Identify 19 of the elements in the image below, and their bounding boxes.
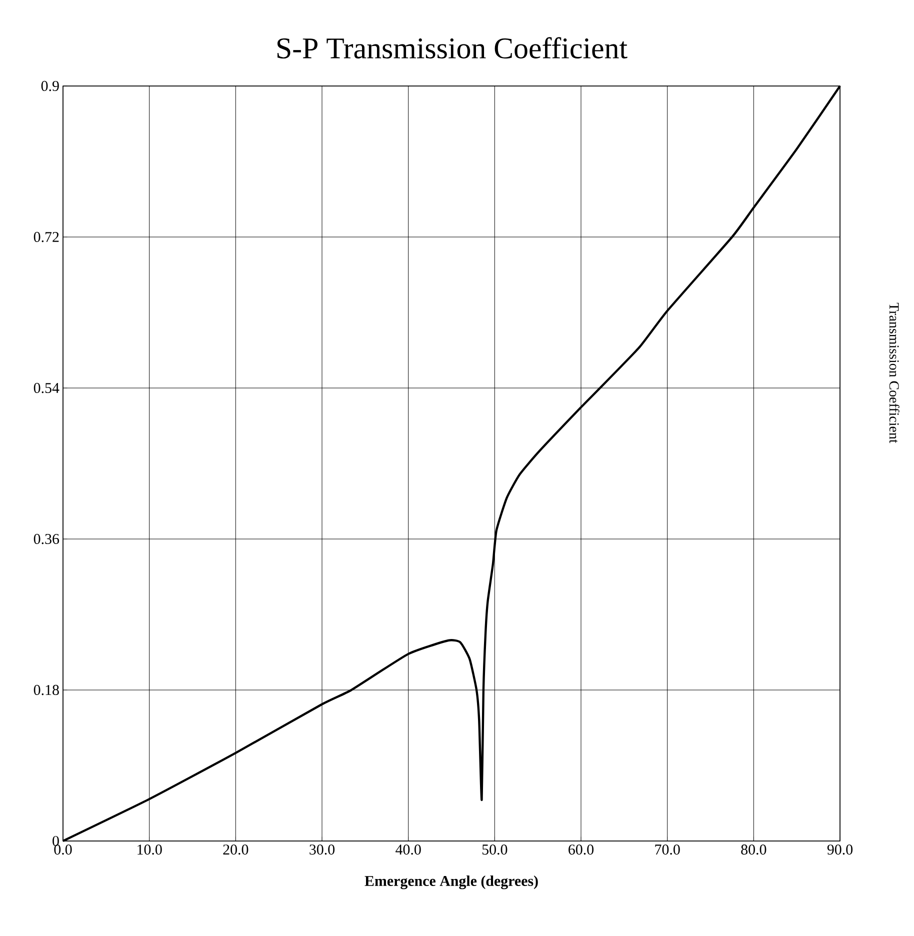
x-tick-label: 10.0 xyxy=(138,844,162,855)
x-tick-label: 20.0 xyxy=(223,844,248,855)
y-tick-label: 0.54 xyxy=(34,382,60,394)
chart-title: S-P Transmission Coefficient xyxy=(277,37,628,59)
x-tick-label: 30.0 xyxy=(310,844,335,855)
x-tick-label: 0.0 xyxy=(54,844,72,855)
x-tick-label: 40.0 xyxy=(396,844,421,855)
x-axis-title: Emergence Angle (degrees) xyxy=(364,876,538,890)
y-tick-label: 0.9 xyxy=(41,80,59,92)
y-tick-label: 0.18 xyxy=(34,684,59,696)
x-tick-label: 70.0 xyxy=(655,844,680,855)
y-tick-label: 0.72 xyxy=(34,232,59,242)
x-tick-label: 80.0 xyxy=(741,844,766,855)
y-tick-label: 0.36 xyxy=(34,534,60,544)
x-tick-label: 90.0 xyxy=(827,844,853,855)
x-tick-label: 60.0 xyxy=(568,844,594,855)
y-tick-label: 0 xyxy=(52,836,59,846)
x-tick-label: 50.0 xyxy=(482,844,508,855)
y-axis-title: Transmission Coefficient xyxy=(889,302,900,444)
